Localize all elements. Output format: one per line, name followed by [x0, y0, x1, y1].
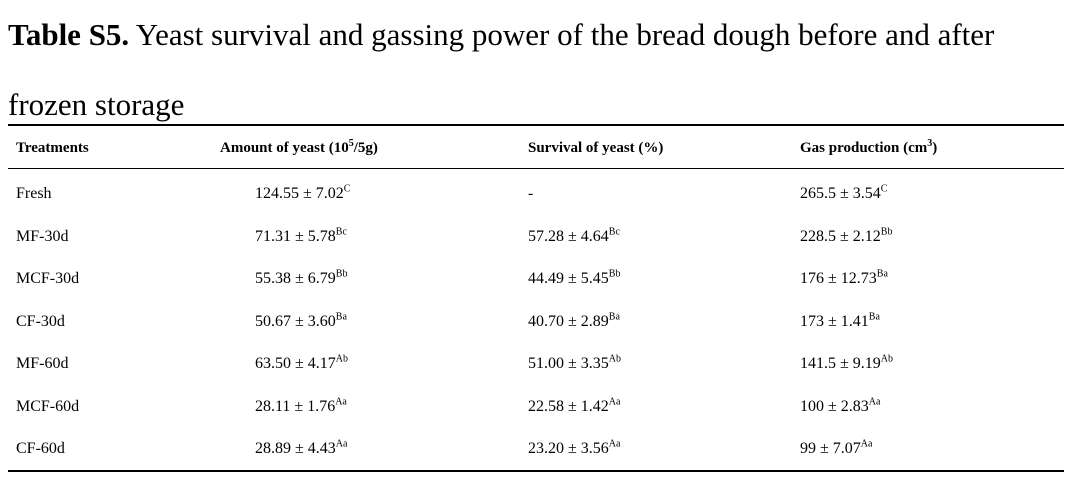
cell-survival-of-yeast-value: 57.28 ± 4.64: [528, 228, 609, 245]
cell-amount-of-yeast: 55.38 ± 6.79Bb: [255, 269, 347, 289]
cell-survival-of-yeast-significance: Ab: [608, 353, 622, 365]
cell-survival-of-yeast-significance: Ba: [608, 311, 620, 323]
cell-gas-production-significance: Aa: [868, 396, 881, 408]
cell-treatment: MF-60d: [16, 354, 68, 374]
cell-gas-production-significance: Bb: [880, 226, 893, 238]
cell-treatment-value: MCF-60d: [16, 398, 80, 415]
table-header-rule: [8, 168, 1064, 169]
cell-treatment: MCF-30d: [16, 269, 79, 289]
cell-amount-of-yeast-significance: Bc: [335, 226, 347, 238]
cell-amount-of-yeast-value: 124.55 ± 7.02: [255, 185, 344, 202]
header-survival-of-yeast: Survival of yeast (%): [528, 138, 663, 158]
cell-survival-of-yeast-significance: Bb: [608, 268, 621, 280]
cell-amount-of-yeast: 63.50 ± 4.17Ab: [255, 354, 348, 374]
cell-survival-of-yeast-value: -: [528, 185, 534, 202]
table-bottom-rule: [8, 470, 1064, 472]
cell-gas-production-significance: Ab: [880, 353, 894, 365]
cell-amount-of-yeast: 28.11 ± 1.76Aa: [255, 397, 347, 417]
cell-gas-production: 228.5 ± 2.12Bb: [800, 227, 892, 247]
header-treatments: Treatments: [16, 138, 89, 158]
cell-amount-of-yeast-value: 55.38 ± 6.79: [255, 270, 336, 287]
cell-treatment: CF-60d: [16, 439, 65, 459]
cell-treatment: CF-30d: [16, 312, 65, 332]
header-amount-suffix: /5g): [353, 140, 378, 156]
cell-gas-production-value: 100 ± 2.83: [800, 398, 869, 415]
cell-survival-of-yeast: 40.70 ± 2.89Ba: [528, 312, 620, 332]
cell-gas-production: 141.5 ± 9.19Ab: [800, 354, 893, 374]
cell-survival-of-yeast: 44.49 ± 5.45Bb: [528, 269, 620, 289]
cell-amount-of-yeast-value: 28.11 ± 1.76: [255, 398, 336, 415]
table-caption-text: Yeast survival and gassing power of the …: [8, 17, 995, 122]
table-caption-label: Table S5.: [8, 17, 130, 52]
cell-amount-of-yeast: 28.89 ± 4.43Aa: [255, 439, 347, 459]
cell-amount-of-yeast-significance: Aa: [335, 396, 347, 408]
cell-treatment: MF-30d: [16, 227, 68, 247]
cell-survival-of-yeast-significance: Aa: [608, 396, 621, 408]
cell-survival-of-yeast: 57.28 ± 4.64Bc: [528, 227, 620, 247]
cell-treatment-value: CF-60d: [16, 440, 65, 457]
cell-gas-production-significance: Ba: [868, 311, 880, 323]
cell-survival-of-yeast-value: 44.49 ± 5.45: [528, 270, 609, 287]
cell-gas-production: 100 ± 2.83Aa: [800, 397, 880, 417]
cell-amount-of-yeast-value: 50.67 ± 3.60: [255, 313, 336, 330]
cell-survival-of-yeast: 23.20 ± 3.56Aa: [528, 439, 620, 459]
cell-gas-production-value: 173 ± 1.41: [800, 313, 869, 330]
cell-survival-of-yeast-value: 40.70 ± 2.89: [528, 313, 609, 330]
cell-amount-of-yeast-value: 71.31 ± 5.78: [255, 228, 336, 245]
header-gas-text: Gas production (cm: [800, 140, 928, 156]
cell-gas-production-value: 176 ± 12.73: [800, 270, 877, 287]
cell-amount-of-yeast-significance: Aa: [335, 438, 348, 450]
cell-amount-of-yeast-value: 28.89 ± 4.43: [255, 440, 336, 457]
cell-amount-of-yeast-significance: Bb: [335, 268, 348, 280]
header-gas-sup: 3: [927, 138, 933, 149]
cell-gas-production: 176 ± 12.73Ba: [800, 269, 888, 289]
header-gas-production: Gas production (cm3): [800, 138, 937, 158]
header-amount-text: Amount of yeast (10: [220, 140, 349, 156]
cell-survival-of-yeast: 51.00 ± 3.35Ab: [528, 354, 621, 374]
table-caption: Table S5. Yeast survival and gassing pow…: [8, 0, 1076, 140]
cell-gas-production-significance: Ba: [876, 268, 888, 280]
cell-gas-production-value: 228.5 ± 2.12: [800, 228, 881, 245]
cell-treatment-value: MCF-30d: [16, 270, 80, 287]
header-gas-suffix: ): [932, 140, 938, 156]
cell-survival-of-yeast-value: 51.00 ± 3.35: [528, 355, 609, 372]
cell-survival-of-yeast-value: 23.20 ± 3.56: [528, 440, 609, 457]
cell-gas-production: 173 ± 1.41Ba: [800, 312, 880, 332]
cell-amount-of-yeast: 50.67 ± 3.60Ba: [255, 312, 347, 332]
cell-gas-production-value: 265.5 ± 3.54: [800, 185, 881, 202]
cell-gas-production: 265.5 ± 3.54C: [800, 184, 887, 204]
cell-amount-of-yeast: 71.31 ± 5.78Bc: [255, 227, 347, 247]
cell-gas-production-significance: Aa: [860, 438, 873, 450]
cell-treatment: MCF-60d: [16, 397, 79, 417]
cell-treatment-value: MF-30d: [16, 228, 69, 245]
cell-treatment-value: CF-30d: [16, 313, 65, 330]
cell-treatment-value: Fresh: [16, 185, 52, 202]
cell-survival-of-yeast: 22.58 ± 1.42Aa: [528, 397, 620, 417]
cell-survival-of-yeast-significance: Bc: [608, 226, 620, 238]
cell-survival-of-yeast-value: 22.58 ± 1.42: [528, 398, 609, 415]
header-amount-sup: 5: [348, 138, 354, 149]
cell-gas-production: 99 ± 7.07Aa: [800, 439, 872, 459]
table-top-rule: [8, 124, 1064, 126]
cell-survival-of-yeast: -: [528, 184, 533, 204]
cell-gas-production-value: 141.5 ± 9.19: [800, 355, 881, 372]
cell-survival-of-yeast-significance: Aa: [608, 438, 621, 450]
cell-amount-of-yeast-significance: Ba: [335, 311, 347, 323]
cell-amount-of-yeast-significance: Ab: [335, 353, 349, 365]
cell-amount-of-yeast-value: 63.50 ± 4.17: [255, 355, 336, 372]
cell-treatment: Fresh: [16, 184, 52, 204]
cell-treatment-value: MF-60d: [16, 355, 69, 372]
cell-amount-of-yeast-significance: C: [343, 183, 351, 195]
cell-amount-of-yeast: 124.55 ± 7.02C: [255, 184, 350, 204]
header-treatments-text: Treatments: [16, 140, 89, 156]
cell-gas-production-value: 99 ± 7.07: [800, 440, 861, 457]
header-survival-text: Survival of yeast (%): [528, 140, 664, 156]
header-amount-of-yeast: Amount of yeast (105/5g): [220, 138, 378, 158]
cell-gas-production-significance: C: [880, 183, 888, 195]
